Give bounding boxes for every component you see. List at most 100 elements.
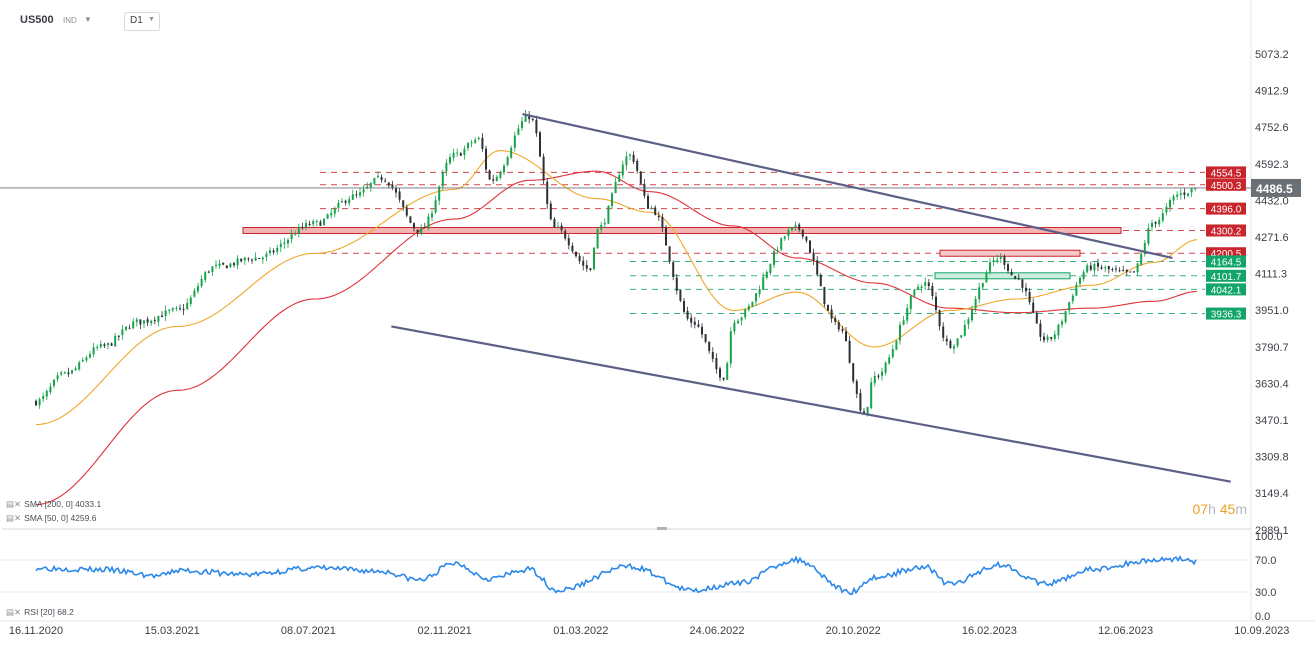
time-tick-label: 20.10.2022: [826, 625, 881, 637]
candle-body: [110, 343, 113, 346]
candle-body: [85, 357, 88, 361]
candle-body: [902, 320, 905, 325]
candle-body: [416, 229, 419, 233]
candle-body: [593, 247, 595, 270]
indicator-settings-icon[interactable]: ▤✕: [6, 607, 22, 617]
trendline[interactable]: [391, 325, 1231, 483]
candle-body: [499, 172, 502, 178]
candle-body: [474, 139, 477, 143]
timeframe-select[interactable]: D1 ▼: [124, 12, 160, 31]
candle-body: [747, 305, 750, 310]
candle-body: [431, 213, 433, 218]
candle-body: [1057, 324, 1060, 336]
price-level-badge[interactable]: [1206, 166, 1246, 179]
candle-body: [557, 226, 559, 228]
candle-body: [870, 382, 873, 409]
candle-body: [467, 143, 469, 149]
candle-body: [45, 391, 48, 397]
price-tick-label: 4271.6: [1255, 232, 1289, 244]
candle-body: [1158, 219, 1161, 225]
candle-body: [812, 252, 815, 261]
candle-body: [575, 251, 577, 257]
candle-body: [265, 253, 268, 257]
price-level-badge[interactable]: [1206, 202, 1246, 215]
price-tick-label: 3951.0: [1255, 305, 1289, 317]
candle-body: [931, 286, 934, 296]
candle-body: [618, 175, 621, 182]
pane-resize-handle[interactable]: [657, 527, 667, 530]
candle-body: [686, 311, 689, 319]
legend-sma50-label: SMA [50, 0] 4259.6: [24, 513, 97, 523]
countdown-hours: 07: [1192, 501, 1209, 517]
candle-body: [798, 224, 801, 230]
price-level-badge[interactable]: [1206, 307, 1246, 320]
candle-body: [639, 171, 642, 184]
candle-body: [359, 192, 361, 196]
rsi-tick-label: 70.0: [1255, 555, 1276, 567]
price-level-badge[interactable]: [1206, 283, 1246, 296]
candle-body: [924, 282, 927, 286]
candle-body: [236, 258, 239, 266]
indicator-settings-icon[interactable]: ▤✕: [6, 513, 22, 523]
candle-body: [258, 257, 261, 259]
price-level-badge-label: 4300.2: [1211, 226, 1242, 237]
candle-body: [881, 371, 883, 376]
candle-body: [787, 230, 790, 237]
candle-body: [1010, 271, 1013, 276]
candle-body: [539, 132, 541, 157]
trendline[interactable]: [522, 113, 1173, 259]
sma200-line: [35, 170, 1198, 506]
candle-body: [1154, 221, 1157, 224]
candle-body: [755, 293, 757, 302]
candle-body: [481, 137, 484, 149]
chevron-down-icon[interactable]: ▼: [84, 15, 92, 24]
candle-body: [42, 395, 45, 400]
candle-body: [193, 290, 196, 297]
candle-body: [1079, 278, 1081, 284]
candle-body: [341, 201, 343, 203]
legend-rsi[interactable]: ▤✕ RSI [20] 68.2: [6, 607, 74, 618]
candle-body: [758, 289, 761, 295]
candle-body: [571, 245, 574, 252]
candle-body: [456, 152, 459, 154]
price-level-badge[interactable]: [1206, 255, 1246, 268]
candle-body: [38, 399, 41, 406]
candle-body: [261, 257, 264, 260]
candle-body: [780, 238, 783, 250]
candle-body: [834, 318, 837, 322]
candle-body: [35, 400, 37, 406]
candle-body: [729, 331, 732, 364]
price-level-badge[interactable]: [1206, 224, 1246, 237]
resistance-zone[interactable]: [939, 249, 1081, 257]
candle-body: [186, 303, 189, 310]
candle-body: [589, 268, 592, 270]
candle-body: [333, 208, 336, 214]
legend-sma200[interactable]: ▤✕ SMA [200, 0] 4033.1: [6, 499, 101, 510]
candle-body: [1075, 284, 1078, 296]
candle-body: [312, 221, 315, 225]
candle-body: [708, 341, 711, 351]
countdown-minutes-unit: m: [1235, 501, 1247, 517]
legend-sma50[interactable]: ▤✕ SMA [50, 0] 4259.6: [6, 513, 96, 524]
candle-body: [690, 317, 693, 323]
candle-body: [369, 182, 372, 188]
candle-body: [171, 308, 174, 311]
support-zone[interactable]: [934, 272, 1071, 280]
candle-body: [1050, 337, 1053, 339]
candle-body: [355, 194, 358, 196]
candle-body: [668, 246, 671, 262]
candle-body: [827, 304, 829, 311]
resistance-zone[interactable]: [242, 226, 1122, 234]
candle-body: [524, 114, 527, 122]
price-level-badge[interactable]: [1206, 269, 1246, 282]
symbol-label[interactable]: US500: [20, 14, 54, 26]
rsi-line: [35, 555, 1197, 596]
indicator-settings-icon[interactable]: ▤✕: [6, 499, 22, 509]
price-level-badge[interactable]: [1206, 178, 1246, 191]
candle-body: [1147, 228, 1150, 244]
time-tick-label: 12.06.2023: [1098, 625, 1153, 637]
candle-body: [607, 205, 610, 224]
candle-body: [567, 238, 570, 246]
countdown-minutes: 45: [1219, 501, 1236, 517]
time-tick-label: 01.03.2022: [553, 625, 608, 637]
